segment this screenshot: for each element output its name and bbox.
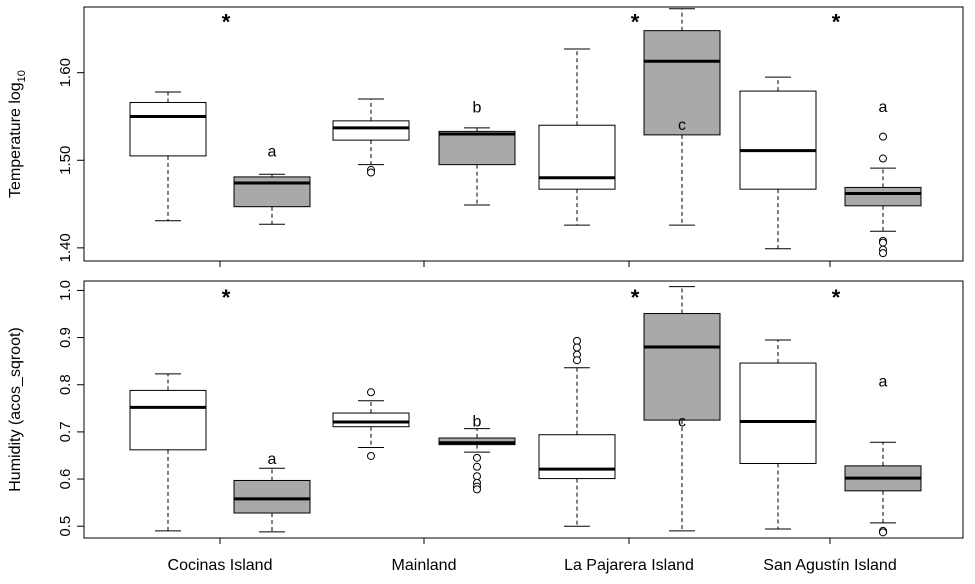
- box-0: [129, 91, 207, 222]
- outlier-point: [473, 453, 481, 462]
- group-letter: c: [678, 117, 686, 134]
- box-3: [438, 127, 516, 206]
- outlier-point: [573, 336, 581, 345]
- group-letter: a: [268, 451, 277, 468]
- box-iqr: [538, 434, 616, 480]
- box-0: [129, 373, 207, 532]
- y-tick-label: 1.40: [57, 233, 74, 262]
- box-1: [233, 467, 311, 533]
- box-iqr: [332, 412, 410, 428]
- significance-star: *: [631, 285, 640, 310]
- box-iqr: [233, 479, 311, 514]
- box-iqr: [438, 130, 516, 166]
- outlier-point: [879, 238, 887, 247]
- significance-star: *: [832, 285, 841, 310]
- humidity-panel: 0.5 0.6 0.7 0.8 0.9 1.0 Humidity (acos_sqroot)…: [7, 280, 964, 544]
- outlier-point: [573, 356, 581, 365]
- box-4: [538, 336, 616, 527]
- significance-star: *: [832, 9, 841, 34]
- box-1: [233, 173, 311, 225]
- group-letter: a: [879, 99, 888, 116]
- box-iqr: [739, 90, 817, 190]
- y-axis-title: Temperature log10: [7, 70, 28, 198]
- box-iqr: [233, 176, 311, 208]
- y-axis-title-main: Humidity (acos_sqroot): [7, 327, 24, 492]
- group-letter: b: [473, 414, 482, 431]
- significance-star: *: [222, 9, 231, 34]
- outlier-point: [879, 154, 887, 163]
- x-category-label: San Agustín Island: [763, 557, 896, 574]
- temperature-panel: 1.40 1.50 1.60 Temperature log10 * a b * c * a: [7, 6, 964, 267]
- significance-star: *: [631, 9, 640, 34]
- plot-frame: [83, 280, 964, 539]
- box-iqr: [538, 124, 616, 190]
- y-tick-label: 1.0: [57, 280, 74, 301]
- box-iqr: [129, 101, 207, 157]
- y-tick-label: 0.6: [57, 469, 74, 490]
- box-iqr: [332, 120, 410, 141]
- box-3: [438, 428, 516, 494]
- y-tick-label: 1.60: [57, 58, 74, 87]
- box-4: [538, 48, 616, 226]
- plot-frame: [83, 6, 964, 262]
- box-2: [332, 388, 410, 460]
- outlier-point: [367, 388, 375, 397]
- y-tick-label: 0.9: [57, 327, 74, 348]
- significance-star: *: [222, 285, 231, 310]
- x-category-label: Mainland: [392, 557, 457, 574]
- y-tick-label: 1.50: [57, 146, 74, 175]
- box-6: [739, 76, 817, 250]
- x-category-label: Cocinas Island: [168, 557, 273, 574]
- outlier-point: [573, 343, 581, 352]
- outlier-point: [879, 249, 887, 258]
- y-axis-title-main: Temperature log: [7, 82, 24, 198]
- group-letter: c: [678, 414, 686, 431]
- outlier-point: [473, 472, 481, 481]
- group-letter: b: [473, 100, 482, 117]
- outlier-point: [367, 451, 375, 460]
- box-iqr: [844, 186, 922, 207]
- y-axis-title-subscript: 10: [16, 70, 28, 82]
- outlier-point: [367, 168, 375, 177]
- box-6: [739, 339, 817, 530]
- y-tick-label: 0.8: [57, 374, 74, 395]
- box-2: [332, 98, 410, 177]
- box-5: [643, 286, 721, 532]
- box-5: [643, 8, 721, 226]
- box-iqr: [643, 313, 721, 421]
- outlier-point: [879, 132, 887, 141]
- box-iqr: [643, 30, 721, 136]
- outlier-point: [473, 485, 481, 494]
- box-7: [844, 441, 922, 537]
- outlier-point: [879, 528, 887, 537]
- x-category-label: La Pajarera Island: [564, 557, 694, 574]
- y-tick-label: 0.7: [57, 421, 74, 442]
- y-axis-title: Humidity (acos_sqroot): [7, 327, 24, 492]
- group-letter: a: [879, 373, 888, 390]
- y-tick-label: 0.5: [57, 516, 74, 537]
- box-7: [844, 132, 922, 258]
- outlier-point: [473, 462, 481, 471]
- x-axis: Cocinas Island Mainland La Pajarera Island…: [168, 557, 897, 574]
- box-iqr: [129, 389, 207, 451]
- group-letter: a: [268, 144, 277, 161]
- box-iqr: [739, 362, 817, 464]
